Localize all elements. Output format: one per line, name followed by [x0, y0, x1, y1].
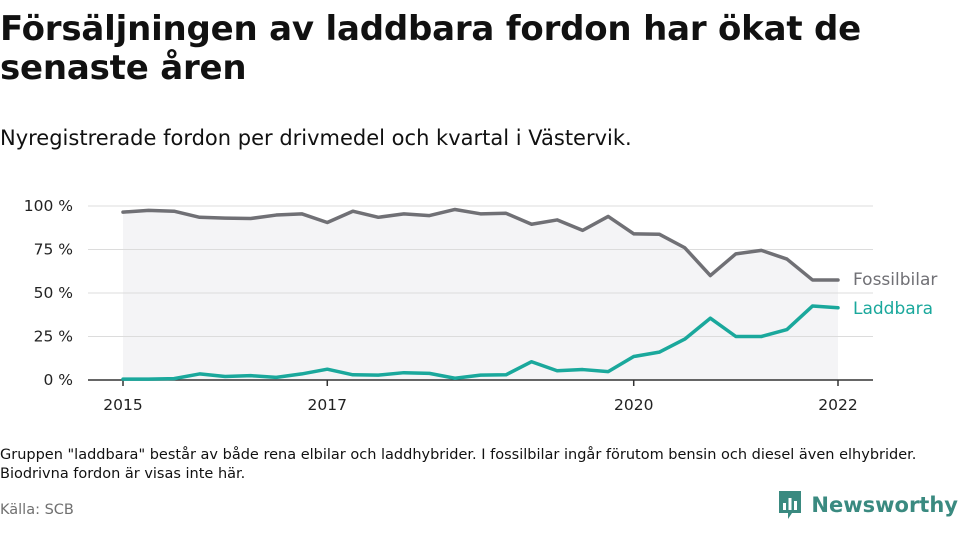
newsworthy-logo: Newsworthy	[777, 489, 958, 521]
line-chart: 0 % 25 % 50 % 75 % 100 % 2015 2017 2020 2022 Foss…	[24, 197, 938, 414]
x-tick-label: 2015	[103, 396, 142, 414]
y-tick-label: 75 %	[34, 241, 73, 259]
y-tick-label: 50 %	[34, 284, 73, 302]
area-fill	[123, 209, 838, 380]
chart-title: Försäljningen av laddbara fordon har öka…	[0, 9, 862, 88]
series-label: Fossilbilar	[853, 270, 937, 290]
footnote: Gruppen "laddbara" består av både rena e…	[0, 447, 917, 482]
y-tick-label: 0 %	[43, 371, 73, 389]
bar-chart-icon	[779, 491, 802, 519]
x-tick-label: 2022	[818, 396, 857, 414]
y-tick-label: 25 %	[34, 328, 73, 346]
source-label: Källa: SCB	[0, 502, 74, 518]
series-label: Laddbara	[853, 299, 933, 319]
y-tick-label: 100 %	[24, 197, 73, 215]
x-tick-label: 2017	[308, 396, 347, 414]
chart-subtitle: Nyregistrerade fordon per drivmedel och …	[0, 126, 632, 150]
x-tick-label: 2020	[614, 396, 653, 414]
brand-name: Newsworthy	[811, 493, 958, 517]
